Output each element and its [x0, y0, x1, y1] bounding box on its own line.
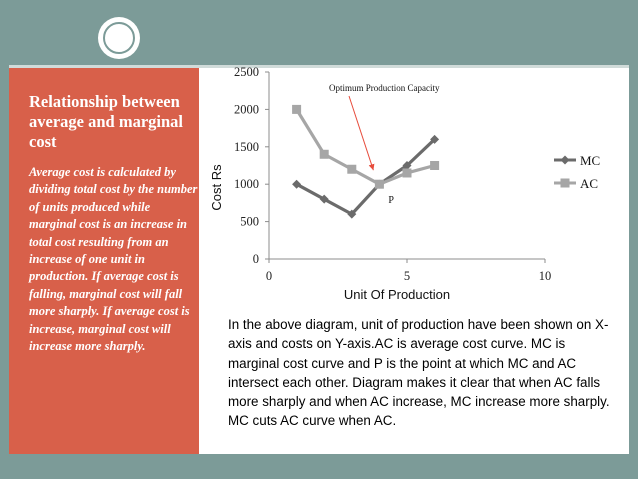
data-point-mc — [402, 161, 412, 170]
data-point-mc — [292, 179, 302, 189]
y-tick-label: 2000 — [234, 102, 259, 116]
data-point-ac — [319, 149, 329, 159]
x-tick-label: 5 — [404, 269, 410, 283]
header-bar — [9, 10, 629, 65]
data-point-mc — [430, 134, 440, 144]
point-p-label: P — [388, 195, 394, 206]
data-point-ac — [402, 168, 412, 178]
x-axis-title: Unit Of Production — [344, 287, 450, 302]
y-tick-label: 2500 — [234, 65, 259, 79]
series-line-mc — [295, 138, 436, 216]
y-tick-label: 1500 — [234, 140, 259, 154]
data-point-ac — [347, 164, 357, 174]
cost-chart: 0 500 1000 1500 2000 2500 0 5 10 Unit Of Producti… — [209, 65, 600, 302]
data-point-mc — [319, 194, 329, 204]
sidebar-panel: Relationship between average and margina… — [9, 68, 199, 454]
y-tick-label: 0 — [253, 252, 259, 266]
data-point-ac — [292, 104, 302, 114]
data-point-mc — [347, 209, 357, 219]
slide: Relationship between average and margina… — [9, 10, 629, 469]
x-tick-label: 10 — [539, 269, 552, 283]
legend-marker — [560, 178, 570, 188]
slide-title: Relationship between average and margina… — [29, 92, 183, 151]
footer-bar — [9, 454, 629, 469]
legend-marker — [560, 155, 570, 165]
data-point-ac — [374, 179, 384, 189]
x-tick-label: 0 — [266, 269, 272, 283]
legend-label: MC — [580, 153, 600, 168]
circle-emblem-icon — [98, 17, 140, 59]
series-line-ac — [295, 108, 436, 186]
annotation-label: Optimum Production Capacity — [329, 83, 440, 93]
data-point-ac — [430, 161, 440, 170]
y-tick-label: 1000 — [234, 177, 259, 191]
header-divider — [9, 65, 629, 68]
chart-caption: In the above diagram, unit of production… — [228, 317, 610, 429]
y-tick-label: 500 — [240, 215, 259, 229]
y-axis-title: Cost Rs — [209, 164, 224, 211]
sidebar-description: Average cost is calculated by dividing t… — [29, 165, 198, 354]
legend-label: AC — [580, 176, 598, 191]
annotation-arrow — [348, 95, 375, 171]
